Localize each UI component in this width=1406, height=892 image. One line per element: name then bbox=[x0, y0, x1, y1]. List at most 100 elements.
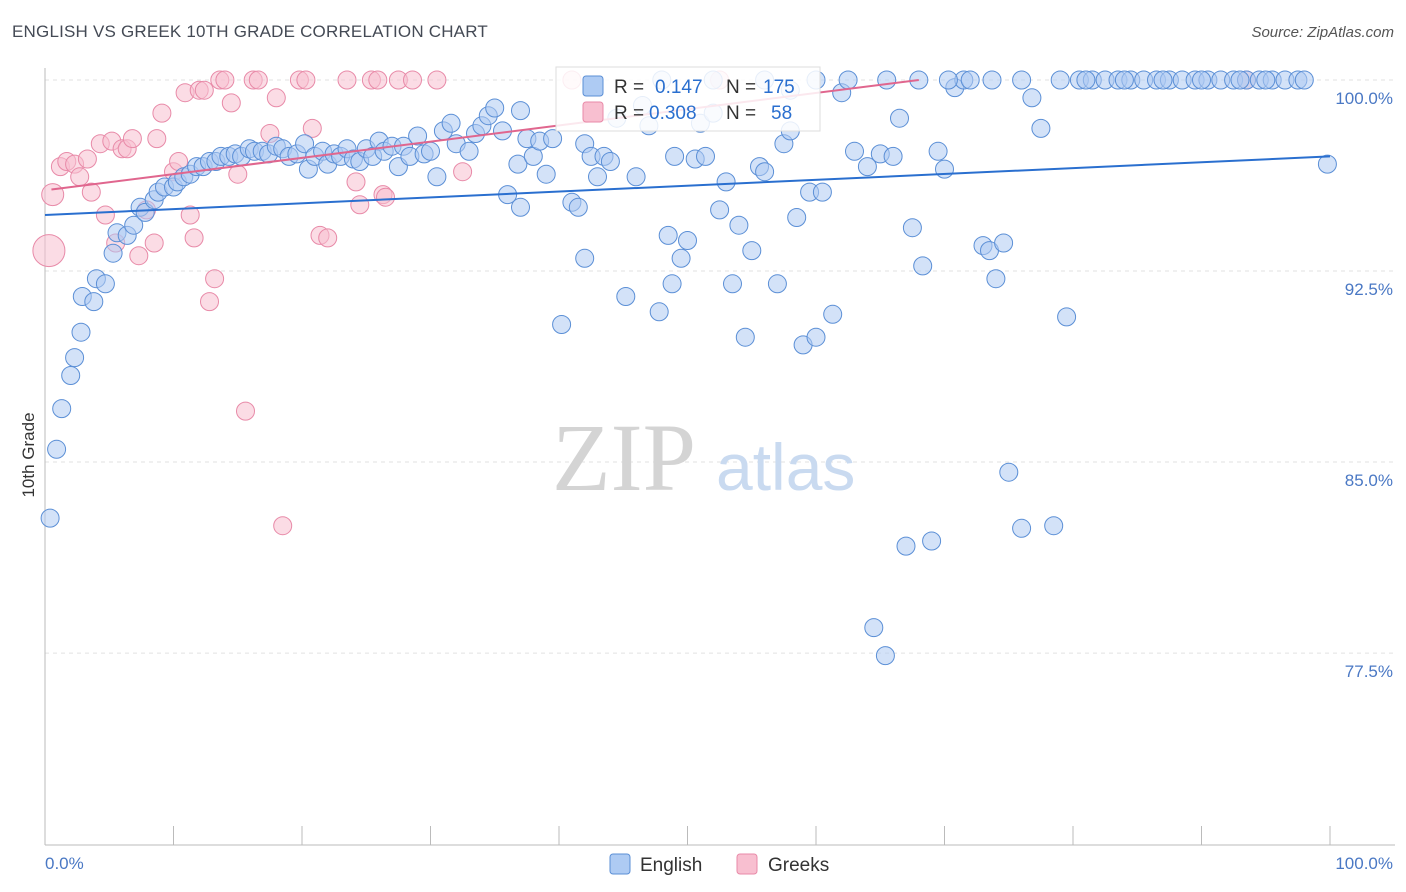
data-point-english bbox=[922, 531, 942, 551]
data-point-english bbox=[1022, 88, 1042, 108]
data-point-english bbox=[1192, 70, 1211, 90]
data-point-english bbox=[1044, 516, 1064, 536]
data-point-english bbox=[902, 218, 922, 238]
bottom-legend: English Greeks bbox=[609, 853, 829, 876]
data-point-english bbox=[65, 348, 85, 368]
bottom-legend-swatch-greeks bbox=[736, 853, 758, 875]
data-point-greeks bbox=[302, 118, 322, 138]
data-point-english bbox=[295, 134, 315, 154]
data-point-english bbox=[588, 167, 607, 187]
data-point-english bbox=[678, 231, 697, 250]
data-point-greeks bbox=[296, 70, 316, 90]
data-point-greeks bbox=[205, 269, 225, 289]
data-point-english bbox=[103, 243, 123, 263]
data-point-english bbox=[40, 508, 60, 528]
y-tick-labels: 77.5% 85.0% 92.5% 100.0% bbox=[1335, 89, 1393, 681]
data-point-greeks bbox=[215, 70, 235, 90]
x-tick-label-max: 100.0% bbox=[1335, 854, 1393, 873]
data-point-english bbox=[729, 215, 749, 235]
legend-n-label-english: N = bbox=[726, 77, 756, 98]
y-tick-label: 92.5% bbox=[1345, 280, 1393, 299]
data-point-english bbox=[52, 399, 72, 419]
data-point-greeks bbox=[77, 149, 97, 169]
bottom-legend-label-greeks: Greeks bbox=[768, 855, 829, 876]
data-point-english bbox=[806, 327, 826, 347]
data-point-english bbox=[864, 618, 884, 638]
data-point-greeks bbox=[368, 70, 388, 90]
data-point-english bbox=[408, 126, 428, 146]
data-point-english bbox=[459, 141, 479, 161]
watermark-zip: ZIP bbox=[552, 404, 696, 511]
data-point-english bbox=[662, 274, 682, 294]
data-point-english bbox=[896, 536, 916, 556]
data-point-greeks bbox=[184, 228, 204, 248]
data-point-english bbox=[1031, 118, 1051, 138]
data-point-english bbox=[575, 248, 595, 268]
data-point-english bbox=[441, 113, 461, 133]
data-point-english bbox=[735, 327, 755, 347]
data-point-english bbox=[47, 439, 67, 459]
data-point-greeks bbox=[81, 182, 101, 202]
data-point-greeks bbox=[95, 205, 115, 225]
data-point-english bbox=[999, 462, 1019, 482]
data-point-english bbox=[671, 248, 691, 268]
data-point-english bbox=[1153, 70, 1173, 90]
data-point-greeks bbox=[129, 246, 149, 266]
data-point-greeks bbox=[248, 70, 268, 90]
data-point-english bbox=[1114, 70, 1134, 90]
data-point-english bbox=[1256, 70, 1276, 90]
data-point-english bbox=[665, 146, 685, 166]
data-point-greeks bbox=[147, 129, 167, 149]
data-point-english bbox=[568, 197, 588, 217]
data-point-english bbox=[710, 200, 730, 220]
y-tick-label: 77.5% bbox=[1345, 662, 1393, 681]
data-point-english bbox=[124, 215, 144, 235]
data-point-english bbox=[857, 157, 877, 177]
data-point-greeks bbox=[346, 172, 366, 192]
bottom-legend-swatch-english bbox=[609, 853, 631, 875]
bottom-legend-label-english: English bbox=[640, 855, 702, 876]
data-point-english bbox=[838, 70, 858, 90]
legend-swatch-greeks bbox=[582, 101, 604, 123]
data-point-greeks bbox=[453, 162, 473, 182]
data-point-english bbox=[616, 287, 636, 306]
data-point-greeks bbox=[236, 401, 255, 421]
data-point-greeks bbox=[70, 167, 90, 187]
data-point-english bbox=[543, 129, 563, 149]
data-point-english bbox=[767, 274, 787, 294]
data-point-english bbox=[1057, 307, 1077, 327]
data-point-greeks bbox=[337, 70, 357, 90]
data-point-english bbox=[1076, 70, 1096, 90]
data-point-greeks bbox=[427, 70, 447, 90]
data-point-english bbox=[600, 152, 620, 171]
data-point-english bbox=[823, 304, 843, 324]
data-point-english bbox=[742, 241, 762, 261]
data-point-greeks bbox=[194, 80, 214, 100]
data-point-english bbox=[95, 274, 115, 294]
data-point-english bbox=[427, 167, 447, 187]
watermark-atlas: atlas bbox=[716, 430, 855, 504]
watermark: ZIP atlas bbox=[552, 404, 855, 511]
legend-r-label-english: R = bbox=[614, 77, 644, 98]
legend-r-value-greeks: 0.308 bbox=[649, 103, 697, 124]
y-tick-label: 100.0% bbox=[1335, 89, 1393, 108]
data-point-english bbox=[986, 269, 1006, 289]
data-point-greeks bbox=[376, 187, 395, 207]
data-point-english bbox=[875, 646, 895, 666]
data-point-greeks bbox=[403, 70, 422, 90]
data-point-english bbox=[485, 98, 505, 118]
data-point-english bbox=[877, 70, 897, 90]
data-point-english bbox=[536, 164, 556, 184]
data-point-english bbox=[511, 197, 530, 217]
data-point-english bbox=[658, 225, 678, 245]
source-label: Source: ZipAtlas.com bbox=[1251, 24, 1394, 41]
data-point-english bbox=[84, 292, 104, 312]
data-point-greeks bbox=[41, 183, 65, 207]
legend-n-value-greeks: 58 bbox=[771, 103, 792, 124]
data-point-english bbox=[994, 233, 1014, 253]
data-point-greeks bbox=[200, 292, 219, 312]
data-point-greeks bbox=[266, 88, 286, 108]
data-point-english bbox=[1294, 70, 1314, 90]
trend-line-english bbox=[44, 155, 1331, 216]
data-point-english bbox=[787, 208, 807, 227]
